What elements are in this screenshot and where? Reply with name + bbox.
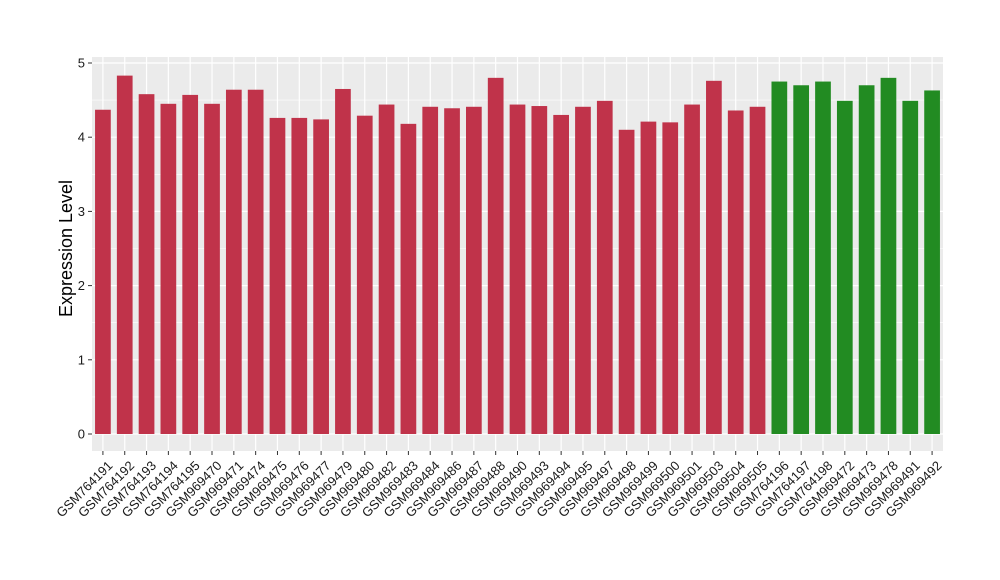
bar-GSM969476 xyxy=(291,117,308,435)
bar-GSM969483 xyxy=(400,123,417,435)
bar-GSM969495 xyxy=(575,106,591,434)
bar-GSM969478 xyxy=(880,77,897,434)
y-axis-title: Expression Level xyxy=(56,180,76,317)
x-axis: GSM764191GSM764192GSM764193GSM764194GSM7… xyxy=(53,451,945,520)
bar-GSM969503 xyxy=(706,80,722,435)
bar-GSM969486 xyxy=(444,108,460,435)
bar-GSM969490 xyxy=(509,104,526,434)
bar-GSM969482 xyxy=(378,104,395,434)
bar-GSM969488 xyxy=(487,77,504,434)
bar-GSM969473 xyxy=(858,85,875,434)
bar-GSM969477 xyxy=(313,119,329,434)
bar-GSM969499 xyxy=(640,121,657,435)
bar-GSM969470 xyxy=(204,103,220,434)
bar-GSM764196 xyxy=(771,81,788,435)
y-tick-label: 1 xyxy=(78,352,85,367)
bar-GSM969479 xyxy=(335,88,351,434)
y-tick-label: 5 xyxy=(78,56,85,71)
bar-GSM969498 xyxy=(618,129,635,434)
y-tick-label: 2 xyxy=(78,278,85,293)
bar-GSM969475 xyxy=(269,117,286,435)
bars xyxy=(95,75,940,435)
bar-GSM969494 xyxy=(553,114,569,434)
bar-GSM969492 xyxy=(924,90,940,434)
bar-GSM969487 xyxy=(466,106,482,434)
bar-GSM969471 xyxy=(225,89,242,434)
y-tick-label: 4 xyxy=(78,130,85,145)
bar-GSM969491 xyxy=(902,100,919,434)
bar-GSM969505 xyxy=(749,106,766,434)
y-tick-label: 0 xyxy=(78,427,85,442)
bar-GSM764193 xyxy=(138,94,155,434)
bar-GSM969480 xyxy=(356,115,373,434)
bar-GSM764197 xyxy=(793,85,810,434)
bar-GSM969484 xyxy=(422,106,439,434)
bar-GSM764195 xyxy=(182,94,199,434)
bar-GSM764191 xyxy=(95,109,111,434)
y-axis: 0 1 2 3 4 5 xyxy=(78,56,92,442)
bar-GSM969504 xyxy=(727,110,744,434)
bar-GSM764194 xyxy=(160,103,177,434)
bar-GSM969472 xyxy=(836,100,853,434)
bar-GSM764198 xyxy=(815,81,831,435)
bar-GSM969493 xyxy=(531,106,548,434)
y-tick-label: 3 xyxy=(78,204,85,219)
bar-GSM969474 xyxy=(247,89,264,434)
bar-GSM969500 xyxy=(662,122,679,435)
bar-GSM969497 xyxy=(596,100,613,434)
bar-GSM969501 xyxy=(684,104,700,434)
bar-GSM764192 xyxy=(116,75,133,434)
